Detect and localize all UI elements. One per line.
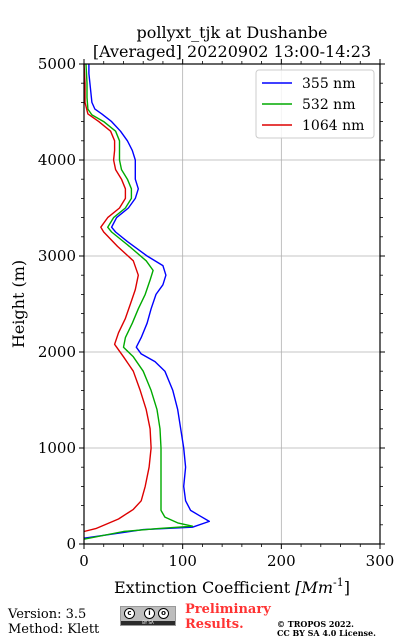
legend-label: 1064 nm xyxy=(302,118,364,134)
y-tick-label: 3000 xyxy=(38,247,76,265)
share-alike-icon: o xyxy=(158,608,169,619)
attribution-icon: i xyxy=(144,608,155,619)
x-axis-label-close: ] xyxy=(344,578,350,597)
x-tick-labels: 0 100 200 300 xyxy=(79,552,394,570)
preliminary-line-2: Results. xyxy=(185,617,244,632)
copyright-line-1: © TROPOS 2022. xyxy=(277,619,354,629)
legend-box xyxy=(255,69,375,139)
y-tick-label: 2000 xyxy=(38,343,76,361)
legend-label: 532 nm xyxy=(302,97,355,113)
y-tick-label: 0 xyxy=(66,535,76,553)
series-line xyxy=(83,63,194,540)
cc-license-badge: c i o BY SA xyxy=(120,606,176,626)
series-line xyxy=(83,64,211,539)
y-tick-labels: 0 1000 2000 3000 4000 5000 xyxy=(38,55,76,553)
x-axis-label-prefix: Extinction Coefficient xyxy=(114,578,295,597)
x-axis-label-exponent: -1 xyxy=(333,576,344,589)
series-lines xyxy=(83,63,211,540)
axis-ticks xyxy=(79,59,385,549)
x-axis-label-unit: [Mm xyxy=(295,578,333,597)
method-text: Method: Klett xyxy=(8,622,100,637)
preliminary-line-1: Preliminary xyxy=(185,602,271,617)
plot-frame xyxy=(83,63,381,545)
copyright-line-2: CC BY SA 4.0 License. xyxy=(277,628,376,638)
y-axis-label: Height (m) xyxy=(9,260,28,348)
x-axis-label: Extinction Coefficient [Mm-1] xyxy=(114,576,350,597)
preliminary-notice: Preliminary Results. xyxy=(185,602,271,632)
legend-label: 355 nm xyxy=(302,76,355,92)
x-tick-label: 200 xyxy=(267,552,296,570)
chart-subtitle: [Averaged] 20220902 13:00-14:23 xyxy=(93,42,371,61)
x-tick-label: 300 xyxy=(366,552,395,570)
copyright-notice: © TROPOS 2022. CC BY SA 4.0 License. xyxy=(277,620,376,638)
y-tick-label: 4000 xyxy=(38,151,76,169)
series-line xyxy=(83,63,152,533)
legend: 355 nm 532 nm 1064 nm xyxy=(255,69,375,139)
version-text: Version: 3.5 xyxy=(8,607,87,622)
cc-badge-text: BY SA xyxy=(142,620,154,625)
y-tick-label: 5000 xyxy=(38,55,76,73)
y-tick-label: 1000 xyxy=(38,439,76,457)
x-tick-label: 0 xyxy=(79,552,89,570)
x-tick-label: 100 xyxy=(168,552,197,570)
chart-title: pollyxt_tjk at Dushanbe xyxy=(136,23,327,42)
cc-icon: c xyxy=(124,608,135,619)
